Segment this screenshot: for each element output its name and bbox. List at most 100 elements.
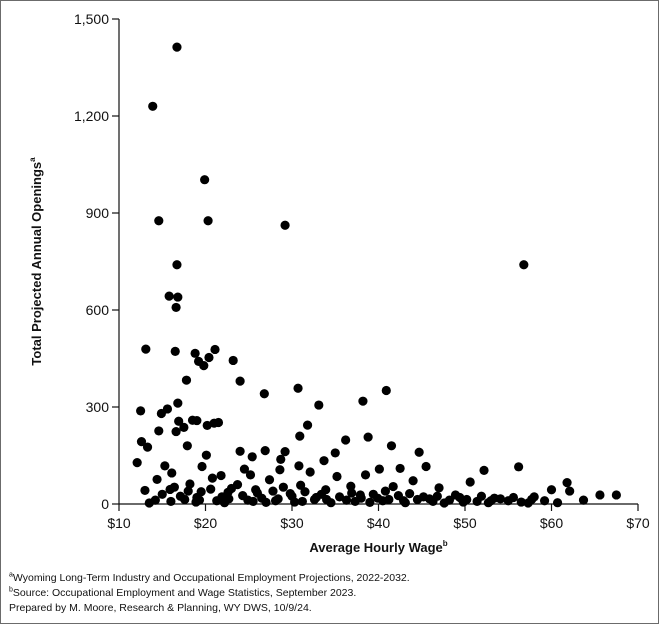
data-point: [172, 260, 182, 270]
data-point: [373, 493, 383, 503]
data-point: [260, 446, 270, 456]
data-point: [206, 484, 216, 494]
data-point: [247, 452, 257, 462]
y-tick-label: 1,500: [74, 11, 109, 27]
data-point: [183, 486, 193, 496]
data-point: [207, 473, 218, 483]
data-point: [179, 422, 189, 432]
data-point: [203, 216, 213, 226]
data-point: [268, 486, 278, 496]
data-point: [136, 436, 147, 447]
data-point: [204, 352, 214, 363]
x-tick-label: $40: [367, 515, 391, 531]
data-point: [280, 447, 290, 457]
data-point: [190, 348, 200, 358]
data-point: [546, 485, 557, 495]
data-point: [388, 481, 398, 492]
x-tick-label: $50: [453, 515, 477, 531]
data-point: [152, 474, 162, 485]
data-point: [293, 383, 303, 393]
data-point: [275, 465, 285, 475]
y-axis-title-text: Total Projected Annual Openings: [29, 162, 44, 366]
data-point: [321, 485, 331, 495]
data-point: [160, 461, 170, 471]
data-point: [434, 483, 444, 493]
data-points: [132, 42, 621, 508]
data-point: [173, 292, 183, 302]
data-point: [181, 375, 192, 385]
data-point: [314, 400, 324, 410]
data-point: [199, 361, 209, 371]
x-axis-title-text: Average Hourly Wage: [309, 540, 442, 555]
data-point: [398, 496, 409, 506]
footnote-a-marker: a: [9, 571, 13, 579]
data-point: [374, 464, 384, 474]
data-point: [295, 431, 305, 441]
data-point: [140, 485, 150, 496]
data-point: [527, 494, 537, 505]
data-point: [495, 494, 506, 504]
data-point: [264, 475, 275, 485]
data-point: [384, 494, 394, 505]
data-point: [347, 488, 357, 498]
data-point: [395, 463, 405, 474]
data-point: [239, 464, 250, 474]
data-point: [363, 432, 373, 442]
data-point: [280, 220, 290, 230]
data-point: [251, 485, 261, 495]
axes: [112, 18, 639, 511]
footnotes: aWyoming Long-Term Industry and Occupati…: [9, 571, 410, 616]
data-point: [156, 408, 166, 419]
data-point: [297, 496, 307, 507]
data-point: [294, 461, 304, 471]
data-point: [141, 344, 151, 354]
data-point: [171, 426, 181, 437]
data-point: [164, 291, 174, 301]
scatter-chart: 0 300 600 900 1,200 1,500 $10 $20 $30 $40 $50 $60 $7…: [28, 11, 650, 555]
x-tick-label: $10: [107, 515, 131, 531]
data-point: [552, 498, 563, 508]
data-point: [424, 494, 435, 504]
data-point: [144, 498, 154, 508]
data-point: [154, 216, 164, 226]
footnote-a: aWyoming Long-Term Industry and Occupati…: [9, 571, 410, 586]
y-tick-label: 1,200: [74, 108, 109, 124]
data-point: [414, 447, 424, 457]
data-point: [276, 454, 286, 464]
x-tick-label: $60: [540, 515, 564, 531]
y-axis-title: Total Projected Annual Openingsa: [28, 157, 44, 366]
data-point: [341, 495, 352, 505]
data-point: [148, 101, 158, 111]
data-point: [270, 496, 281, 506]
data-point: [175, 491, 186, 501]
data-point: [245, 470, 256, 480]
data-point: [514, 462, 524, 472]
data-point: [169, 482, 179, 492]
data-point: [358, 396, 368, 406]
data-point: [228, 355, 238, 366]
data-point: [172, 42, 182, 52]
data-point: [595, 490, 605, 500]
footnote-b: bSource: Occupational Employment and Wag…: [9, 586, 410, 601]
data-point: [381, 385, 391, 396]
x-axis-title: Average Hourly Wageb: [309, 539, 447, 555]
tick-labels: 0 300 600 900 1,200 1,500 $10 $20 $30 $40 $50 $60 $7…: [74, 11, 650, 531]
data-point: [210, 344, 220, 355]
data-point: [539, 496, 550, 506]
data-point: [259, 389, 269, 399]
data-point: [132, 458, 142, 468]
data-point: [224, 494, 234, 504]
data-point: [142, 442, 153, 452]
data-point: [305, 467, 315, 477]
data-point: [171, 302, 181, 313]
data-point: [166, 496, 176, 507]
x-tick-label: $70: [626, 515, 650, 531]
data-point: [226, 483, 237, 494]
data-point: [194, 495, 205, 505]
data-point: [439, 498, 449, 508]
data-point: [182, 441, 192, 451]
data-point: [192, 415, 202, 426]
footnote-b-text: Source: Occupational Employment and Wage…: [12, 587, 357, 599]
data-point: [238, 490, 248, 501]
data-point: [346, 481, 356, 491]
